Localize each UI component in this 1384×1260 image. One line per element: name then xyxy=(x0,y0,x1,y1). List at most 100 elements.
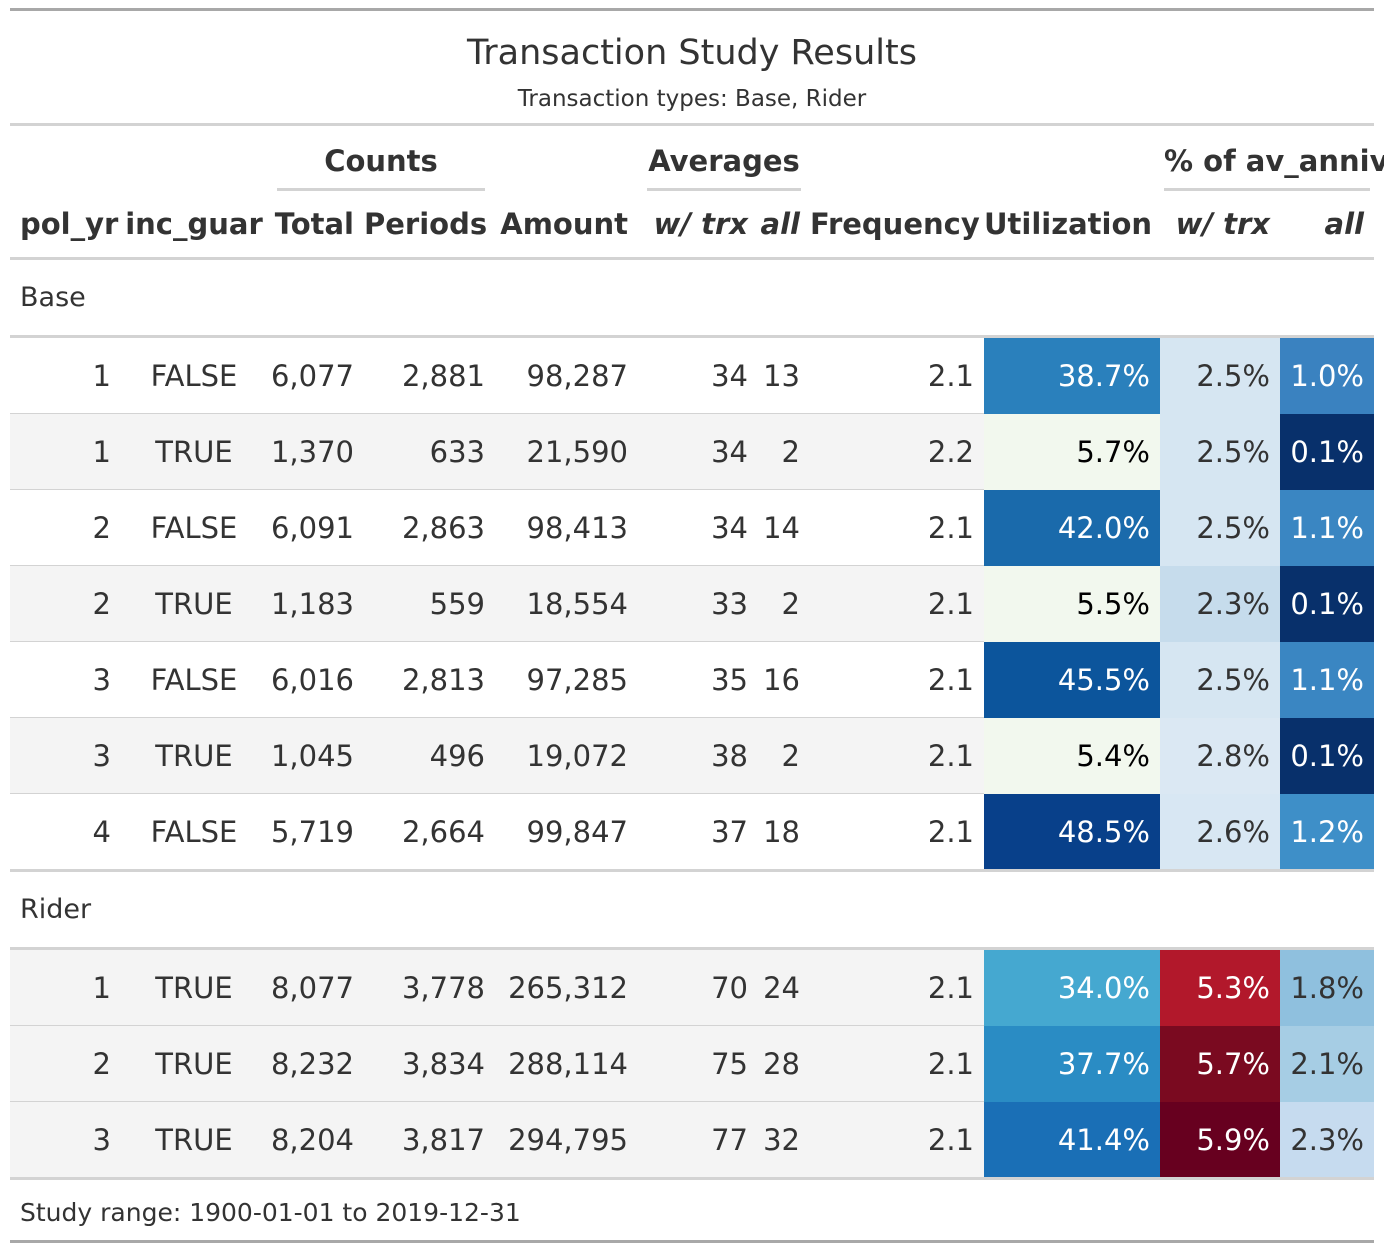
cell-inc-guar: FALSE xyxy=(121,793,267,872)
cell-frequency: 2.1 xyxy=(810,948,984,1026)
cell-avg-all: 28 xyxy=(758,1025,810,1102)
cell-avg-w-trx: 77 xyxy=(638,1101,758,1180)
bottom-rule xyxy=(10,1240,1374,1243)
cell-periods: 2,863 xyxy=(364,489,495,566)
cell-pol-yr: 1 xyxy=(92,358,111,393)
cell-avg-all: 16 xyxy=(758,641,810,718)
cell-utilization: 5.7% xyxy=(984,413,1160,490)
cell-pol-yr: 3 xyxy=(10,641,121,718)
cell-periods: 496 xyxy=(364,717,495,794)
cell-pol-yr: 1 xyxy=(10,413,121,490)
cell-amount: 98,413 xyxy=(495,489,638,566)
cell-utilization: 42.0% xyxy=(984,489,1160,566)
col-header-pct-w-trx: w/ trx xyxy=(1160,191,1280,260)
cell-inc-guar: TRUE xyxy=(121,1025,267,1102)
cell-periods: 633 xyxy=(364,413,495,490)
cell-frequency: 2.1 xyxy=(810,1101,984,1180)
cell-avg-all: 32 xyxy=(758,1101,810,1180)
table-body: Base 1 FALSE 6,077 2,881 98,287 34 13 2.1 38.7% 2.… xyxy=(10,258,1374,1180)
col-header-avg-w-trx: w/ trx xyxy=(638,191,758,260)
cell-amount: 21,590 xyxy=(495,413,638,490)
table-row: 3 TRUE 8,204 3,817 294,795 77 32 2.1 41.4% 5.9% 2.… xyxy=(10,1101,1374,1180)
cell-frequency: 2.2 xyxy=(810,413,984,490)
cell-amount: 98,287 xyxy=(526,358,628,393)
cell-periods: 559 xyxy=(364,565,495,642)
cell-pol-yr: 2 xyxy=(10,489,121,566)
cell-utilization: 5.4% xyxy=(984,717,1160,794)
table-row: 1 TRUE 8,077 3,778 265,312 70 24 2.1 34.0% 5.3% 1.… xyxy=(10,948,1374,1026)
cell-total: 6,077 xyxy=(270,358,354,393)
cell-pct-all: 2.3% xyxy=(1280,1101,1374,1180)
cell-pct-w-trx: 5.7% xyxy=(1160,1025,1280,1102)
cell-pct-all: 2.1% xyxy=(1280,1025,1374,1102)
cell-frequency: 2.1 xyxy=(927,358,974,393)
top-rule xyxy=(10,8,1374,11)
cell-avg-all: 2 xyxy=(758,413,810,490)
cell-amount: 99,847 xyxy=(495,793,638,872)
col-header-total: Total xyxy=(267,191,364,260)
cell-inc-guar: TRUE xyxy=(121,565,267,642)
cell-avg-w-trx: 75 xyxy=(638,1025,758,1102)
cell-total: 1,370 xyxy=(267,413,364,490)
col-header-inc-guar: inc_guar xyxy=(121,191,267,260)
spanner-row: Counts Averages % of av_anniv xyxy=(10,126,1384,191)
heading-rule xyxy=(10,123,1374,126)
group-label: Base xyxy=(10,258,1374,338)
cell-pct-w-trx: 2.6% xyxy=(1160,793,1280,872)
cell-inc-guar: FALSE xyxy=(121,489,267,566)
col-header-periods: Periods xyxy=(364,191,495,260)
cell-utilization: 41.4% xyxy=(984,1101,1160,1180)
cell-pct-all: 1.8% xyxy=(1280,948,1374,1026)
table-row: 3 TRUE 1,045 496 19,072 38 2 2.1 5.4% 2.8% 0.1% xyxy=(10,717,1374,794)
cell-frequency: 2.1 xyxy=(810,1025,984,1102)
table-row: 2 FALSE 6,091 2,863 98,413 34 14 2.1 42.0% 2.5% 1.… xyxy=(10,489,1374,566)
cell-periods: 2,813 xyxy=(364,641,495,718)
cell-pol-yr: 2 xyxy=(10,1025,121,1102)
cell-avg-w-trx: 37 xyxy=(638,793,758,872)
cell-utilization: 45.5% xyxy=(984,641,1160,718)
cell-pct-w-trx: 2.5% xyxy=(1160,641,1280,718)
cell-avg-all: 24 xyxy=(758,948,810,1026)
col-header-amount: Amount xyxy=(495,191,638,260)
cell-frequency: 2.1 xyxy=(810,793,984,872)
cell-total: 1,045 xyxy=(267,717,364,794)
cell-inc-guar: FALSE xyxy=(150,358,238,393)
cell-utilization: 48.5% xyxy=(984,793,1160,872)
cell-total: 8,232 xyxy=(267,1025,364,1102)
cell-pct-w-trx: 5.9% xyxy=(1160,1101,1280,1180)
cell-frequency: 2.1 xyxy=(810,565,984,642)
cell-amount: 97,285 xyxy=(495,641,638,718)
cell-avg-all: 2 xyxy=(758,565,810,642)
spanner-averages: Averages xyxy=(647,144,801,191)
cell-inc-guar: FALSE xyxy=(121,641,267,718)
cell-amount: 18,554 xyxy=(495,565,638,642)
cell-utilization: 38.7% xyxy=(984,336,1160,414)
cell-pct-all: 0.1% xyxy=(1280,717,1374,794)
column-header-row: pol_yr inc_guar Total Periods Amount w/ … xyxy=(10,191,1374,260)
col-header-utilization: Utilization xyxy=(984,191,1160,260)
cell-pct-w-trx: 5.3% xyxy=(1160,948,1280,1026)
cell-avg-w-trx: 34 xyxy=(638,413,758,490)
cell-periods: 3,778 xyxy=(364,948,495,1026)
cell-pol-yr: 3 xyxy=(10,717,121,794)
cell-avg-w-trx: 33 xyxy=(638,565,758,642)
cell-pct-w-trx: 2.5% xyxy=(1160,336,1280,414)
cell-total: 6,016 xyxy=(267,641,364,718)
table-title: Transaction Study Results xyxy=(467,33,917,73)
cell-avg-w-trx: 34 xyxy=(711,358,748,393)
table-row: 3 FALSE 6,016 2,813 97,285 35 16 2.1 45.5% 2.5% 1.… xyxy=(10,641,1374,718)
cell-frequency: 2.1 xyxy=(810,641,984,718)
spanner-counts: Counts xyxy=(277,144,485,191)
cell-frequency: 2.1 xyxy=(810,717,984,794)
cell-periods: 2,881 xyxy=(401,358,485,393)
cell-avg-all: 18 xyxy=(758,793,810,872)
cell-pol-yr: 4 xyxy=(10,793,121,872)
table-row: 1 TRUE 1,370 633 21,590 34 2 2.2 5.7% 2.5% 0.1% xyxy=(10,413,1374,490)
cell-total: 6,091 xyxy=(267,489,364,566)
cell-avg-w-trx: 38 xyxy=(638,717,758,794)
cell-pol-yr: 1 xyxy=(10,948,121,1026)
cell-avg-all: 13 xyxy=(763,358,800,393)
cell-total: 1,183 xyxy=(267,565,364,642)
group-label: Rider xyxy=(10,870,1374,950)
group-row: Rider xyxy=(10,870,1374,950)
